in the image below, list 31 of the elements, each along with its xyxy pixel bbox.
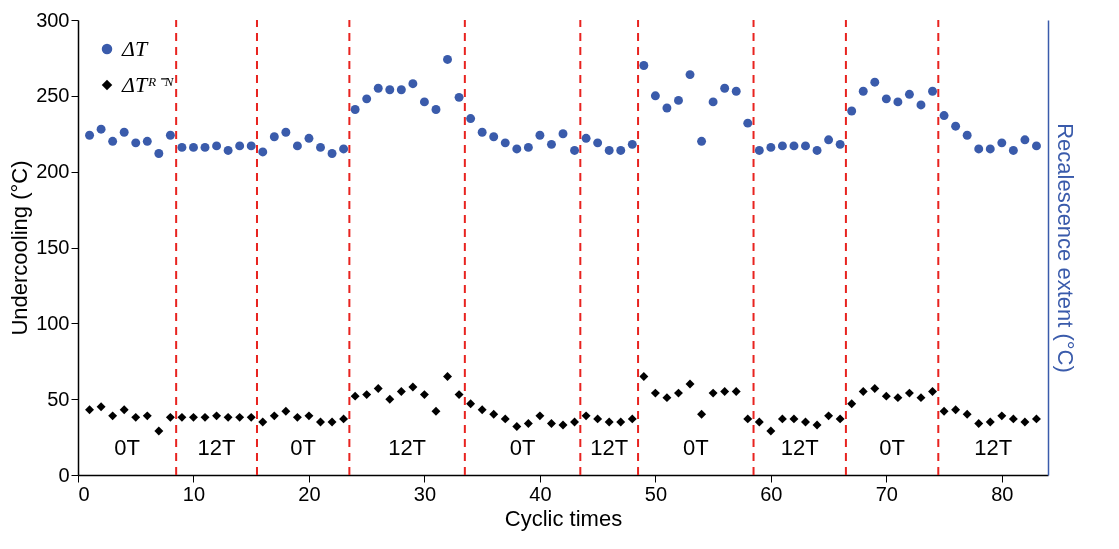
x-tick-label: 0 (78, 482, 90, 505)
annotation: 0T (290, 435, 317, 460)
annotation: 12T (590, 435, 629, 460)
annotation: 12T (780, 435, 819, 460)
annotation: 0T (114, 435, 140, 460)
annotation: 0T (509, 435, 536, 460)
x-tick-label: 10 (182, 482, 206, 505)
x-tick-label: 50 (644, 482, 668, 505)
legend-label: ΔTᴿ⁻ᴺ (121, 72, 175, 97)
x-tick-label: 70 (875, 482, 898, 505)
y-tick-label: 0 (58, 463, 70, 486)
y-tick-label: 50 (47, 387, 70, 410)
y-tick-label: 200 (36, 160, 70, 183)
y-tick-label: 250 (36, 84, 70, 107)
y-tick-label: 300 (36, 8, 70, 31)
annotation: 12T (388, 435, 427, 460)
y-tick-label: 150 (36, 236, 70, 258)
annotation: 0T (879, 435, 905, 460)
x-tick-label: 30 (413, 482, 437, 505)
annotation: 12T (197, 435, 236, 460)
x-tick-label: 20 (298, 482, 321, 505)
x-tick-label: 80 (991, 482, 1014, 505)
legend-label: ΔT (121, 36, 149, 61)
x-tick-label: 40 (529, 482, 552, 505)
annotation: 12T (974, 435, 1013, 460)
y-tick-label: 100 (36, 311, 70, 334)
y-axis-title: Undercooling (°C) (7, 160, 33, 336)
x-axis-title: Cyclic times (504, 505, 623, 531)
y2-axis-title: Recalescence extent (°C) (1052, 123, 1078, 373)
x-tick-label: 60 (760, 482, 783, 505)
annotation: 0T (682, 435, 709, 460)
